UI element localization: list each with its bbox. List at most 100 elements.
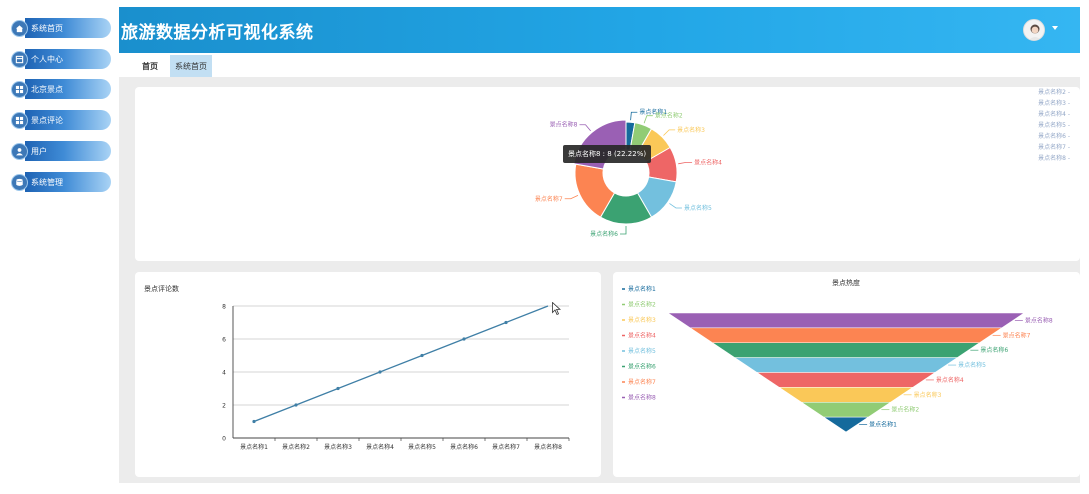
pie-leader-line	[579, 124, 591, 132]
line-point	[252, 419, 256, 424]
funnel-segment	[822, 416, 870, 433]
pie-label: 景点名称5	[684, 204, 712, 212]
funnel-chart-card: 景点热度景点名称1 景点名称2 景点名称3 景点名称4 景点名称5 景点名称6 景点名称7 景…	[613, 272, 1080, 477]
tab-system-home[interactable]: 系统首页	[170, 55, 212, 77]
funnel-title: 景点热度	[832, 278, 860, 287]
sidebar-item-label: 北京景点	[25, 79, 111, 99]
funnel-label: 景点名称4	[936, 376, 964, 384]
pie-leader-line	[678, 162, 693, 165]
line-series	[253, 305, 549, 423]
pie-leader-line	[620, 226, 627, 235]
pie-label: 景点名称3	[677, 126, 705, 134]
sidebar-item-label: 用户	[25, 141, 111, 161]
x-tick-label: 景点名称5	[408, 443, 436, 451]
legend-item[interactable]: 景点名称2 -	[1038, 89, 1070, 96]
funnel-label: 景点名称6	[980, 346, 1008, 354]
sidebar-item-spot-comments[interactable]: 景点评论	[11, 110, 111, 130]
sidebar-item-users[interactable]: 用户	[11, 141, 111, 161]
x-tick-label: 景点名称7	[492, 443, 520, 451]
line-chart-card: 景点评论数 0 2 4 6 8 景点名称1 景点名称2 景点名称3 景点名称4 景点名称5 景点名称…	[135, 272, 601, 477]
funnel-segment	[778, 387, 914, 403]
x-tick-label: 景点名称8	[534, 443, 562, 451]
legend-label: 景点名称1	[628, 285, 656, 293]
legend-item[interactable]: 景点名称3 -	[1038, 100, 1070, 107]
x-tick-label: 景点名称2	[282, 443, 310, 451]
legend-item[interactable]: 景点名称4 -	[1038, 111, 1070, 118]
sidebar-item-profile[interactable]: 个人中心	[11, 49, 111, 69]
pie-label: 景点名称2	[655, 112, 683, 120]
pie-leader-line	[643, 115, 653, 124]
line-point	[378, 370, 382, 374]
y-tick-label: 0	[222, 436, 226, 443]
sidebar-item-label: 景点评论	[25, 110, 111, 130]
line-point	[294, 403, 298, 407]
legend-label: 景点名称7	[628, 378, 656, 386]
pie-leader-line	[630, 111, 638, 121]
legend-item[interactable]: 景点名称7 -	[1038, 144, 1070, 151]
funnel-segment	[756, 372, 936, 388]
pie-label: 景点名称4	[694, 158, 722, 166]
legend-item[interactable]: 景点名称6 -	[1038, 133, 1070, 140]
sidebar: 系统首页 个人中心 北京景点 景点评论 用户 系统管理	[0, 0, 119, 494]
chevron-down-icon[interactable]	[1052, 26, 1058, 30]
x-tick-label: 景点名称6	[450, 443, 478, 451]
funnel-segment	[711, 342, 981, 358]
cursor-icon	[552, 302, 561, 315]
funnel-label: 景点名称8	[1025, 316, 1053, 324]
funnel-label: 景点名称5	[958, 361, 986, 369]
grid-icon	[11, 111, 28, 129]
legend-item[interactable]: 景点名称5 -	[1038, 122, 1070, 129]
sidebar-item-label: 系统管理	[25, 172, 111, 192]
pie-tooltip: 景点名称8 : 8 (22.22%)	[563, 145, 652, 163]
funnel-segment	[667, 312, 1025, 329]
funnel-segment	[800, 401, 892, 418]
line-point	[420, 353, 424, 358]
legend-item[interactable]: 景点名称8 -	[1038, 155, 1070, 162]
funnel-label: 景点名称3	[914, 391, 942, 399]
legend-label: 景点名称6	[628, 363, 656, 371]
home-icon	[11, 19, 28, 37]
database-icon	[11, 173, 28, 191]
x-tick-label: 景点名称4	[366, 443, 394, 451]
pie-label: 景点名称8	[550, 121, 578, 129]
y-tick-label: 6	[222, 337, 226, 344]
grid-icon	[11, 80, 28, 98]
line-chart-title: 景点评论数	[144, 285, 179, 293]
pie-leader-line	[663, 129, 676, 136]
app-title: 旅游数据分析可视化系统	[121, 23, 314, 43]
sidebar-item-beijing-spots[interactable]: 北京景点	[11, 79, 111, 99]
x-tick-label: 景点名称1	[240, 443, 268, 451]
pie-chart-card: 景点名称1 景点名称2 景点名称3 景点名称4 景点名称5 景点名称6 景点名称7 景点名称8…	[135, 87, 1080, 261]
legend-label: 景点名称8	[628, 394, 656, 402]
sidebar-item-label: 系统首页	[25, 18, 111, 38]
x-tick-label: 景点名称3	[324, 443, 352, 451]
legend-label: 景点名称2	[628, 301, 656, 309]
tab-home[interactable]: 首页	[142, 61, 158, 71]
dashboard-content: 景点名称1 景点名称2 景点名称3 景点名称4 景点名称5 景点名称6 景点名称7 景点名称8…	[119, 77, 1080, 483]
y-tick-label: 2	[222, 403, 226, 410]
y-tick-label: 4	[222, 370, 226, 377]
pie-legend: 景点名称2 - 景点名称3 - 景点名称4 - 景点名称5 - 景点名称6 - …	[1038, 87, 1070, 164]
legend-label: 景点名称5	[628, 347, 656, 355]
line-point	[504, 320, 508, 325]
profile-icon	[11, 50, 28, 68]
pie-label: 景点名称7	[535, 195, 563, 203]
funnel-label: 景点名称2	[891, 406, 919, 414]
avatar[interactable]	[1023, 19, 1045, 41]
line-point	[336, 386, 340, 391]
sidebar-item-home[interactable]: 系统首页	[11, 18, 111, 38]
user-icon	[11, 142, 28, 160]
legend-label: 景点名称4	[628, 332, 656, 340]
sidebar-item-system-management[interactable]: 系统管理	[11, 172, 111, 192]
top-header: 旅游数据分析可视化系统	[119, 7, 1080, 53]
funnel-label: 景点名称7	[1003, 331, 1031, 339]
line-chart: 0 2 4 6 8 景点名称1 景点名称2 景点名称3 景点名称4 景点名称5 景点名称6 景点名称7…	[222, 304, 570, 451]
pie-leader-line	[564, 195, 579, 200]
pie-leader-line	[669, 203, 682, 209]
pie-label: 景点名称6	[590, 230, 618, 238]
pie-label: 景点名称1	[639, 108, 667, 116]
legend-label: 景点名称3	[628, 316, 656, 324]
sidebar-item-label: 个人中心	[25, 49, 111, 69]
